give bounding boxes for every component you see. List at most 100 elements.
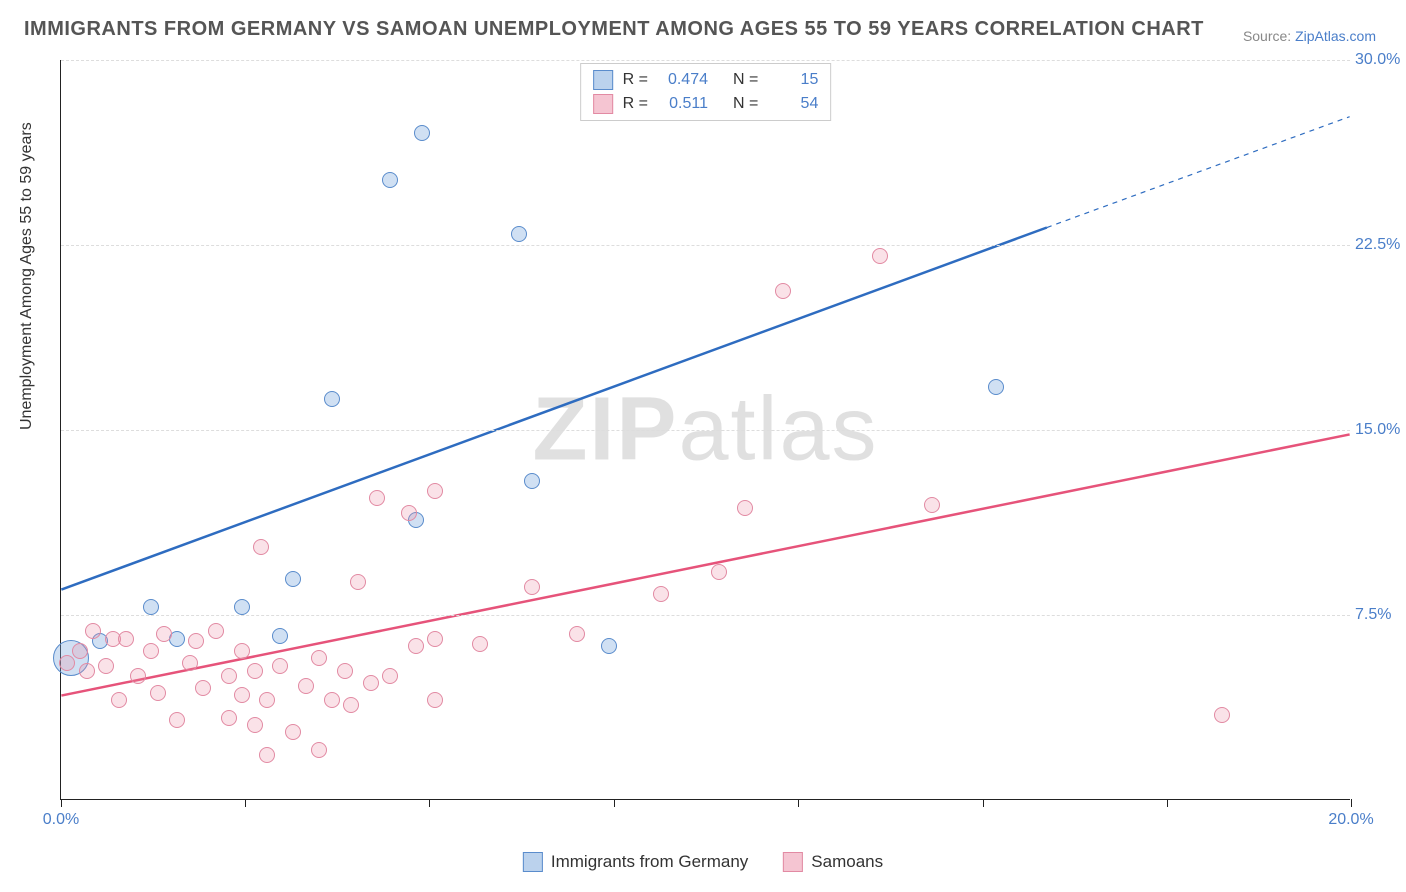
legend-swatch (593, 94, 613, 114)
watermark-bold: ZIP (532, 379, 678, 479)
data-point (208, 623, 224, 639)
data-point (601, 638, 617, 654)
x-tick (1167, 799, 1168, 807)
data-point (156, 626, 172, 642)
chart-title: IMMIGRANTS FROM GERMANY VS SAMOAN UNEMPL… (24, 18, 1204, 41)
gridline (61, 60, 1350, 61)
data-point (234, 687, 250, 703)
data-point (427, 631, 443, 647)
data-point (79, 663, 95, 679)
x-tick (61, 799, 62, 807)
data-point (324, 391, 340, 407)
n-value: 15 (768, 71, 818, 89)
data-point (221, 668, 237, 684)
plot-area: ZIPatlas R =0.474N =15R =0.511N =54 7.5%… (60, 60, 1350, 800)
trend-line (61, 434, 1349, 695)
data-point (337, 663, 353, 679)
data-point (285, 571, 301, 587)
r-value: 0.474 (658, 71, 708, 89)
source-attribution: Source: ZipAtlas.com (1243, 28, 1376, 44)
y-tick-label: 15.0% (1355, 421, 1406, 439)
trend-line (61, 228, 1047, 590)
data-point (427, 692, 443, 708)
data-point (311, 742, 327, 758)
data-point (472, 636, 488, 652)
data-point (350, 574, 366, 590)
data-point (247, 663, 263, 679)
data-point (524, 579, 540, 595)
data-point (85, 623, 101, 639)
legend-item: Immigrants from Germany (523, 852, 748, 872)
data-point (272, 658, 288, 674)
data-point (272, 628, 288, 644)
data-point (234, 643, 250, 659)
data-point (195, 680, 211, 696)
x-tick (429, 799, 430, 807)
x-tick (245, 799, 246, 807)
data-point (253, 539, 269, 555)
legend-swatch (783, 852, 803, 872)
data-point (143, 643, 159, 659)
source-prefix: Source: (1243, 28, 1295, 44)
y-tick-label: 7.5% (1355, 606, 1406, 624)
series-legend: Immigrants from Germany Samoans (523, 852, 883, 872)
data-point (169, 712, 185, 728)
x-tick-label: 0.0% (43, 811, 79, 829)
n-value: 54 (768, 95, 818, 113)
data-point (285, 724, 301, 740)
data-point (247, 717, 263, 733)
trend-line-extrapolated (1047, 117, 1350, 228)
stats-legend-row: R = 0.474 N = 15 (593, 68, 819, 92)
data-point (259, 692, 275, 708)
data-point (130, 668, 146, 684)
x-tick (614, 799, 615, 807)
data-point (59, 655, 75, 671)
r-label: R = (623, 71, 648, 89)
data-point (98, 658, 114, 674)
stats-legend: R = 0.474 N = 15R = 0.511 N = 54 (580, 63, 832, 121)
x-tick (798, 799, 799, 807)
data-point (569, 626, 585, 642)
legend-swatch (523, 852, 543, 872)
data-point (775, 283, 791, 299)
data-point (401, 505, 417, 521)
data-point (182, 655, 198, 671)
y-tick-label: 30.0% (1355, 51, 1406, 69)
data-point (150, 685, 166, 701)
data-point (188, 633, 204, 649)
data-point (324, 692, 340, 708)
data-point (363, 675, 379, 691)
legend-item: Samoans (783, 852, 883, 872)
data-point (924, 497, 940, 513)
x-tick-label: 20.0% (1328, 811, 1373, 829)
data-point (234, 599, 250, 615)
data-point (298, 678, 314, 694)
source-link[interactable]: ZipAtlas.com (1295, 28, 1376, 44)
legend-label: Samoans (811, 852, 883, 872)
data-point (414, 125, 430, 141)
data-point (408, 638, 424, 654)
r-value: 0.511 (658, 95, 708, 113)
data-point (311, 650, 327, 666)
data-point (143, 599, 159, 615)
gridline (61, 245, 1350, 246)
data-point (259, 747, 275, 763)
data-point (369, 490, 385, 506)
gridline (61, 430, 1350, 431)
data-point (524, 473, 540, 489)
y-tick-label: 22.5% (1355, 236, 1406, 254)
data-point (737, 500, 753, 516)
data-point (118, 631, 134, 647)
data-point (988, 379, 1004, 395)
data-point (653, 586, 669, 602)
legend-swatch (593, 70, 613, 90)
legend-label: Immigrants from Germany (551, 852, 748, 872)
data-point (221, 710, 237, 726)
n-label: N = (733, 71, 758, 89)
data-point (343, 697, 359, 713)
data-point (382, 172, 398, 188)
stats-legend-row: R =0.511N =54 (593, 92, 819, 116)
n-label: N = (733, 95, 758, 113)
data-point (1214, 707, 1230, 723)
data-point (511, 226, 527, 242)
